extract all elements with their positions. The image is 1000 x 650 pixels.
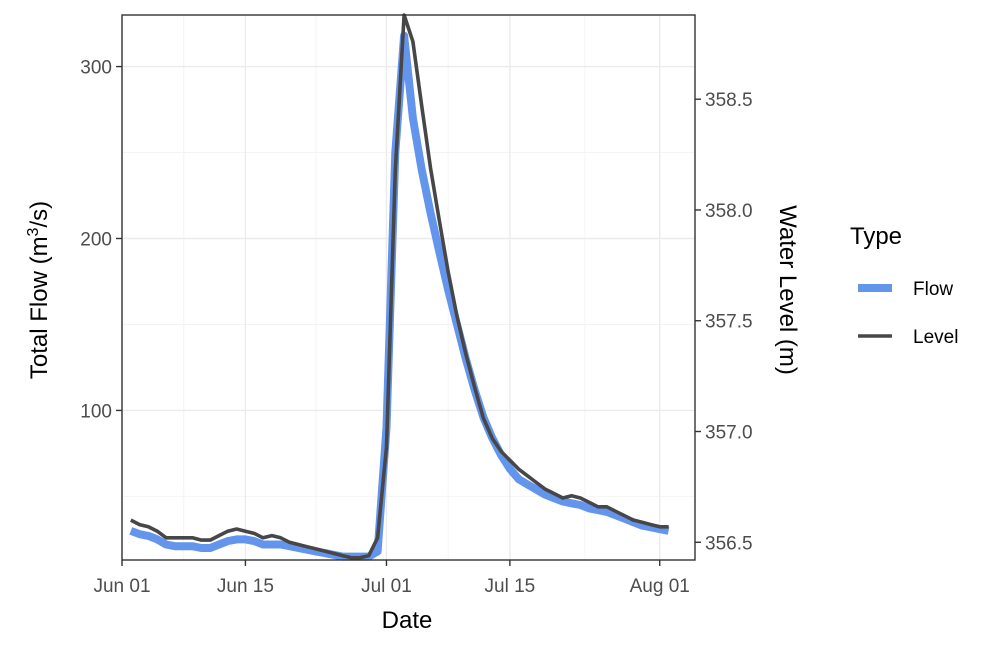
panel-border bbox=[121, 14, 696, 561]
legend-title: Type bbox=[850, 223, 902, 250]
legend-label-level: Level bbox=[913, 327, 958, 348]
x-tick-label: Jul 15 bbox=[485, 576, 536, 597]
y-left-tick-label: 200 bbox=[80, 230, 112, 251]
x-axis-title: Date bbox=[382, 607, 433, 634]
x-tick-label: Aug 01 bbox=[630, 576, 690, 597]
y-right-tick-label: 357.0 bbox=[705, 423, 753, 444]
x-tick-label: Jun 01 bbox=[93, 576, 150, 597]
legend: Type Flow Level bbox=[850, 223, 958, 348]
x-tick-label: Jul 01 bbox=[361, 576, 412, 597]
y-right-tick-label: 357.5 bbox=[705, 312, 753, 333]
series-line-level bbox=[129, 13, 669, 560]
y-axis-right-title: Water Level (m) bbox=[774, 205, 801, 375]
y-right-tick-label: 356.5 bbox=[705, 533, 753, 554]
y-left-tick-label: 100 bbox=[80, 401, 112, 422]
series-layer bbox=[129, 13, 670, 561]
y-right-tick-label: 358.5 bbox=[705, 90, 753, 111]
x-tick-label: Jun 15 bbox=[217, 576, 274, 597]
legend-label-flow: Flow bbox=[913, 279, 953, 300]
y-axis-left-title-superscript: 3 bbox=[25, 227, 42, 236]
y-axis-left-title-tail: /s) bbox=[26, 201, 53, 228]
y-axis-left-title-main: Total Flow (m bbox=[26, 236, 53, 379]
y-right-tick-label: 358.0 bbox=[705, 201, 753, 222]
y-axis-left-title: Total Flow (m3/s) bbox=[25, 201, 53, 379]
axes-layer: Jun 01 Jun 15 Jul 01 Jul 15 Aug 01 100 200 300 3… bbox=[80, 58, 752, 597]
y-left-tick-label: 300 bbox=[80, 58, 112, 79]
